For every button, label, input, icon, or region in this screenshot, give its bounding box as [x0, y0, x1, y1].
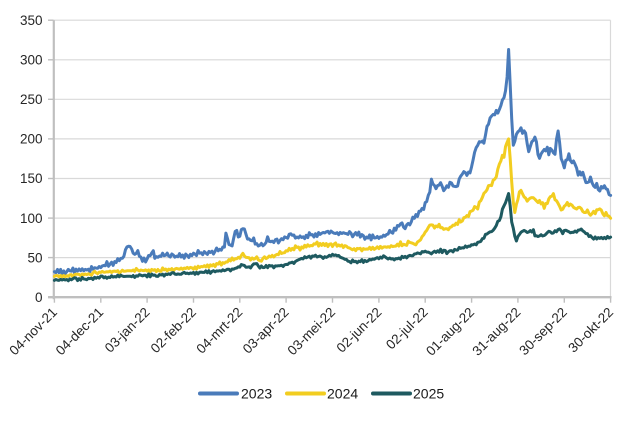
- svg-text:50: 50: [27, 250, 42, 265]
- svg-text:0: 0: [35, 290, 43, 305]
- svg-text:250: 250: [20, 92, 43, 107]
- svg-text:2025: 2025: [413, 386, 444, 402]
- svg-text:100: 100: [20, 211, 43, 226]
- svg-text:2023: 2023: [241, 386, 272, 402]
- svg-text:350: 350: [20, 13, 43, 28]
- svg-text:150: 150: [20, 171, 43, 186]
- svg-text:300: 300: [20, 53, 43, 68]
- svg-text:2024: 2024: [327, 386, 358, 402]
- svg-text:200: 200: [20, 132, 43, 147]
